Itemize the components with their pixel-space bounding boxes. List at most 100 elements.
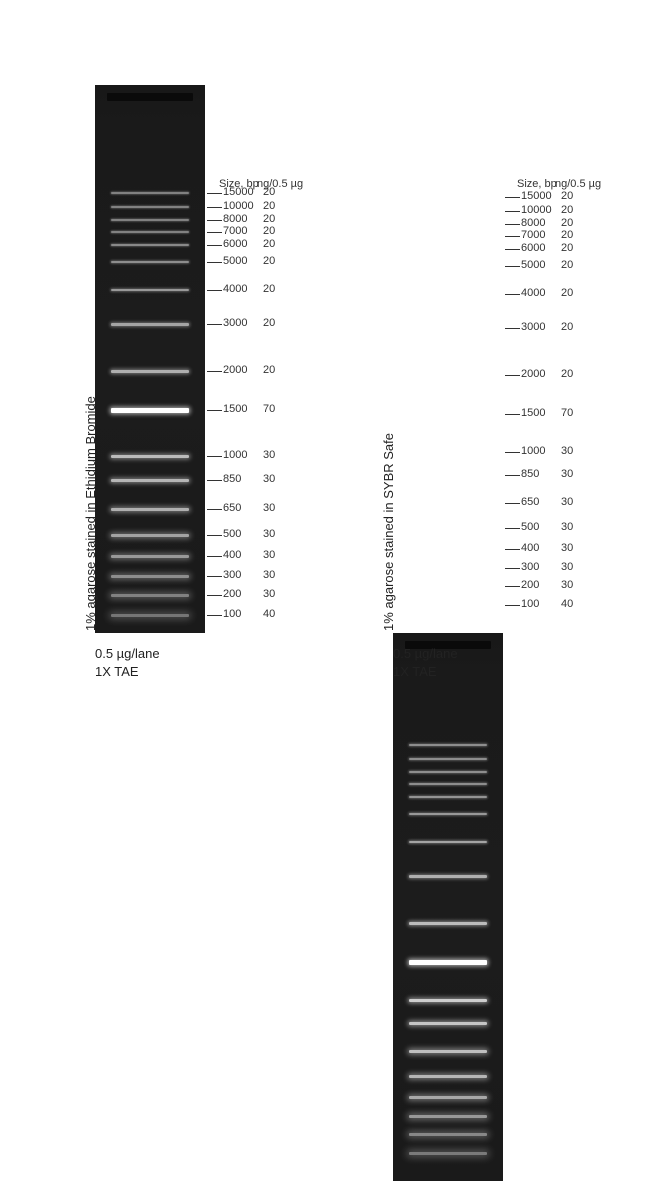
band-size-label: 850	[223, 474, 241, 485]
band-mass-label: 20	[561, 230, 573, 241]
band-tick	[505, 328, 520, 330]
band-tick	[505, 475, 520, 477]
band-mass-label: 30	[561, 580, 573, 591]
bottom-label-2: 1X TAE	[95, 663, 139, 681]
band-size-label: 15000	[521, 191, 552, 202]
band-mass-label: 20	[561, 218, 573, 229]
band-tick	[207, 371, 222, 373]
gel-band	[111, 594, 189, 597]
gel-band	[111, 455, 189, 458]
band-tick	[207, 193, 222, 195]
gel-band	[409, 1152, 487, 1155]
band-size-label: 200	[521, 580, 539, 591]
band-mass-label: 30	[263, 550, 275, 561]
band-mass-label: 20	[263, 214, 275, 225]
band-size-label: 300	[223, 570, 241, 581]
band-size-label: 3000	[521, 322, 545, 333]
band-tick	[207, 232, 222, 234]
band-size-label: 5000	[521, 260, 545, 271]
band-tick	[505, 249, 520, 251]
band-mass-label: 20	[263, 284, 275, 295]
band-mass-label: 30	[561, 522, 573, 533]
band-size-label: 4000	[521, 288, 545, 299]
band-tick	[505, 414, 520, 416]
band-size-label: 2000	[521, 369, 545, 380]
band-size-label: 6000	[521, 243, 545, 254]
band-mass-label: 20	[263, 318, 275, 329]
band-size-label: 15000	[223, 187, 254, 198]
band-tick	[207, 556, 222, 558]
band-mass-label: 30	[263, 450, 275, 461]
band-tick	[207, 480, 222, 482]
gel-band	[409, 922, 487, 925]
vertical-label-left: 1% agarose stained in Ethidium Bromide	[83, 396, 98, 631]
band-mass-label: 70	[561, 408, 573, 419]
band-mass-label: 20	[263, 226, 275, 237]
band-size-label: 1000	[223, 450, 247, 461]
gel-band	[111, 219, 189, 221]
gel-band	[111, 614, 189, 617]
gel-lane-left	[95, 85, 205, 633]
band-size-label: 7000	[223, 226, 247, 237]
band-tick	[207, 410, 222, 412]
band-mass-label: 40	[561, 599, 573, 610]
bottom-label-1: 0.5 µg/lane	[393, 645, 458, 663]
band-mass-label: 30	[263, 503, 275, 514]
gel-band	[111, 408, 189, 413]
band-mass-label: 30	[561, 469, 573, 480]
gel-band	[409, 783, 487, 785]
band-size-label: 5000	[223, 256, 247, 267]
band-tick	[207, 595, 222, 597]
band-size-label: 100	[521, 599, 539, 610]
band-mass-label: 30	[263, 570, 275, 581]
gel-band	[409, 841, 487, 843]
band-mass-label: 30	[561, 497, 573, 508]
band-tick	[505, 549, 520, 551]
gel-band	[409, 875, 487, 878]
gel-band	[409, 960, 487, 965]
band-tick	[207, 324, 222, 326]
gel-band	[409, 758, 487, 760]
gel-band	[409, 813, 487, 815]
band-tick	[505, 375, 520, 377]
band-mass-label: 20	[263, 365, 275, 376]
band-mass-label: 30	[263, 589, 275, 600]
band-size-label: 300	[521, 562, 539, 573]
gel-band	[111, 192, 189, 194]
bottom-label-2: 1X TAE	[393, 663, 437, 681]
band-size-label: 500	[521, 522, 539, 533]
band-tick	[207, 245, 222, 247]
band-mass-label: 30	[561, 543, 573, 554]
band-mass-label: 20	[263, 256, 275, 267]
band-tick	[505, 605, 520, 607]
band-tick	[505, 568, 520, 570]
band-mass-label: 20	[561, 260, 573, 271]
band-tick	[505, 452, 520, 454]
band-size-label: 400	[223, 550, 241, 561]
gel-band	[111, 508, 189, 511]
gel-lane-right	[393, 633, 503, 1181]
band-size-label: 6000	[223, 239, 247, 250]
gel-band	[409, 1050, 487, 1053]
gel-band	[111, 323, 189, 326]
band-mass-label: 30	[263, 529, 275, 540]
gel-band	[111, 575, 189, 578]
band-mass-label: 20	[561, 243, 573, 254]
gel-band	[409, 1115, 487, 1118]
band-size-label: 4000	[223, 284, 247, 295]
band-tick	[207, 290, 222, 292]
gel-band	[409, 1133, 487, 1136]
band-mass-label: 20	[561, 288, 573, 299]
band-tick	[207, 262, 222, 264]
band-tick	[505, 224, 520, 226]
band-size-label: 8000	[223, 214, 247, 225]
band-mass-label: 20	[263, 239, 275, 250]
band-mass-label: 20	[561, 322, 573, 333]
gel-band	[111, 244, 189, 246]
band-tick	[505, 586, 520, 588]
band-mass-label: 20	[263, 201, 275, 212]
gel-band	[111, 555, 189, 558]
band-tick	[207, 207, 222, 209]
band-size-label: 500	[223, 529, 241, 540]
band-tick	[505, 294, 520, 296]
